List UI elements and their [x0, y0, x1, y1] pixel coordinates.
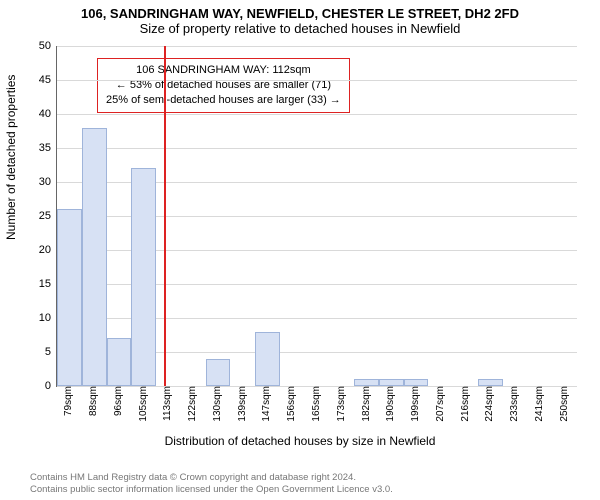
histogram-bar	[107, 338, 132, 386]
gridline	[57, 46, 577, 47]
y-tick-label: 45	[39, 74, 57, 86]
gridline	[57, 148, 577, 149]
histogram-bar	[478, 379, 503, 386]
y-tick-label: 10	[39, 312, 57, 324]
y-axis-label: Number of detached properties	[4, 75, 18, 240]
chart-title-main: 106, SANDRINGHAM WAY, NEWFIELD, CHESTER …	[0, 0, 600, 21]
infobox-line-3: 25% of semi-detached houses are larger (…	[106, 93, 341, 108]
reference-line	[164, 46, 166, 386]
chart-title-sub: Size of property relative to detached ho…	[0, 21, 600, 40]
x-tick-label: 173sqm	[336, 386, 347, 422]
x-tick-label: 79sqm	[63, 386, 74, 416]
x-tick-label: 165sqm	[311, 386, 322, 422]
x-tick-label: 139sqm	[237, 386, 248, 422]
y-tick-label: 35	[39, 142, 57, 154]
x-tick-label: 88sqm	[88, 386, 99, 416]
y-tick-label: 15	[39, 278, 57, 290]
y-tick-label: 30	[39, 176, 57, 188]
histogram-bar	[379, 379, 404, 386]
x-tick-label: 113sqm	[162, 386, 173, 421]
x-tick-label: 156sqm	[286, 386, 297, 422]
histogram-bar	[255, 332, 280, 386]
histogram-bar	[206, 359, 231, 386]
x-tick-label: 216sqm	[460, 386, 471, 422]
histogram-bar	[404, 379, 429, 386]
infobox-line-1: 106 SANDRINGHAM WAY: 112sqm	[106, 63, 341, 78]
x-tick-label: 122sqm	[187, 386, 198, 422]
attribution-line-1: Contains HM Land Registry data © Crown c…	[30, 472, 590, 484]
plot-area: 106 SANDRINGHAM WAY: 112sqm ← 53% of det…	[56, 46, 577, 387]
x-tick-label: 190sqm	[385, 386, 396, 422]
y-tick-label: 40	[39, 108, 57, 120]
x-tick-label: 199sqm	[410, 386, 421, 422]
gridline	[57, 114, 577, 115]
x-tick-label: 105sqm	[138, 386, 149, 422]
x-tick-label: 224sqm	[484, 386, 495, 422]
chart-container: Number of detached properties 106 SANDRI…	[0, 40, 600, 450]
y-tick-label: 5	[45, 346, 57, 358]
y-tick-label: 25	[39, 210, 57, 222]
histogram-bar	[57, 209, 82, 386]
x-axis-label: Distribution of detached houses by size …	[0, 434, 600, 448]
x-tick-label: 233sqm	[509, 386, 520, 422]
y-tick-label: 0	[45, 380, 57, 392]
histogram-bar	[82, 128, 107, 386]
y-tick-label: 20	[39, 244, 57, 256]
x-tick-label: 96sqm	[113, 386, 124, 416]
x-tick-label: 130sqm	[212, 386, 223, 422]
y-tick-label: 50	[39, 40, 57, 52]
histogram-bar	[131, 168, 156, 386]
x-tick-label: 182sqm	[361, 386, 372, 422]
x-tick-label: 250sqm	[559, 386, 570, 422]
reference-info-box: 106 SANDRINGHAM WAY: 112sqm ← 53% of det…	[97, 58, 350, 113]
histogram-bar	[354, 379, 379, 386]
gridline	[57, 80, 577, 81]
attribution-line-2: Contains public sector information licen…	[30, 484, 590, 496]
x-tick-label: 241sqm	[534, 386, 545, 422]
x-tick-label: 207sqm	[435, 386, 446, 422]
attribution-text: Contains HM Land Registry data © Crown c…	[30, 472, 590, 496]
x-tick-label: 147sqm	[261, 386, 272, 422]
